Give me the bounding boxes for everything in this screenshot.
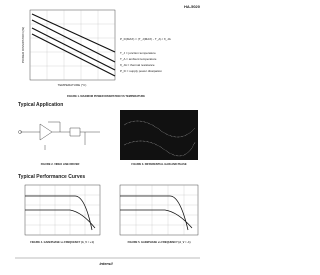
section-title: Typical Performance Curves (18, 174, 85, 180)
y-label: POWER DISSIPATION (W) (21, 27, 25, 63)
note: P_D = supply power dissipation (120, 69, 162, 73)
x-label: TEMPERATURE (°C) (58, 83, 87, 87)
caption: FIGURE 3. DIFFERENTIAL GAIN AND PHASE (131, 162, 186, 166)
schematic: FIGURE 2. VIDEO LINE DRIVER (18, 121, 100, 166)
caption: FIGURE 5. GAIN/PHASE vs FREQUENCY (A_V =… (128, 240, 191, 244)
note: θ_JA = thermal resistance (120, 63, 155, 67)
plot-frame (29, 9, 116, 81)
scope-image: FIGURE 3. DIFFERENTIAL GAIN AND PHASE (120, 110, 198, 166)
brand: intersil (99, 261, 113, 266)
page: HA-5020 POWER DISSIPATION (W) TEMPERATUR… (15, 4, 201, 266)
curves (31, 13, 116, 77)
note: T_A = ambient temperature (120, 57, 157, 61)
caption: FIGURE 1. MAXIMUM POWER DISSIPATION VS T… (67, 94, 145, 98)
notes: P_D(MAX) = (T_J(MAX) - T_A) / θ_JA T_J =… (120, 37, 171, 73)
figure-4: FIGURE 4. GAIN/PHASE vs FREQUENCY (A_V =… (24, 184, 101, 244)
note: P_D(MAX) = (T_J(MAX) - T_A) / θ_JA (120, 37, 171, 41)
figure-1: POWER DISSIPATION (W) TEMPERATURE (°C) F… (21, 9, 145, 98)
figure-5: FIGURE 5. GAIN/PHASE vs FREQUENCY (A_V =… (119, 184, 199, 244)
note: T_J = junction temperature (120, 51, 156, 55)
caption: FIGURE 4. GAIN/PHASE vs FREQUENCY (A_V =… (30, 240, 94, 244)
section-title: Typical Application (18, 102, 63, 108)
part-number: HA-5020 (184, 4, 201, 9)
caption: FIGURE 2. VIDEO LINE DRIVER (41, 162, 80, 166)
